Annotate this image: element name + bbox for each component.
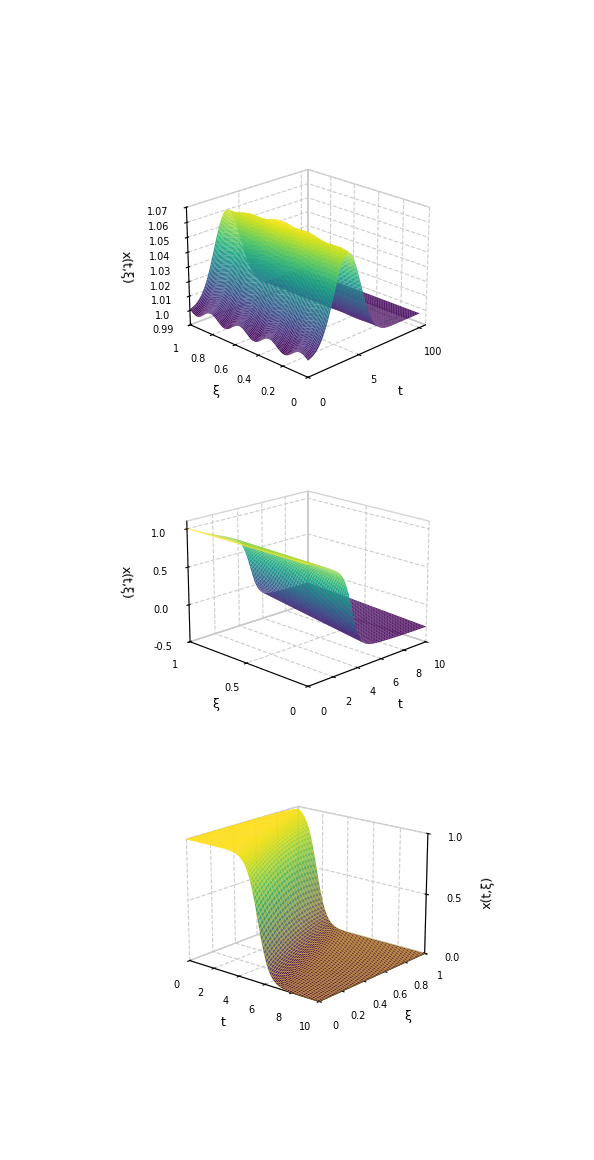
X-axis label: t: t <box>397 385 402 398</box>
Y-axis label: ξ: ξ <box>213 385 220 398</box>
X-axis label: t: t <box>398 697 403 711</box>
X-axis label: t: t <box>221 1016 226 1029</box>
Y-axis label: ξ: ξ <box>404 1009 411 1023</box>
Y-axis label: ξ: ξ <box>212 697 219 711</box>
